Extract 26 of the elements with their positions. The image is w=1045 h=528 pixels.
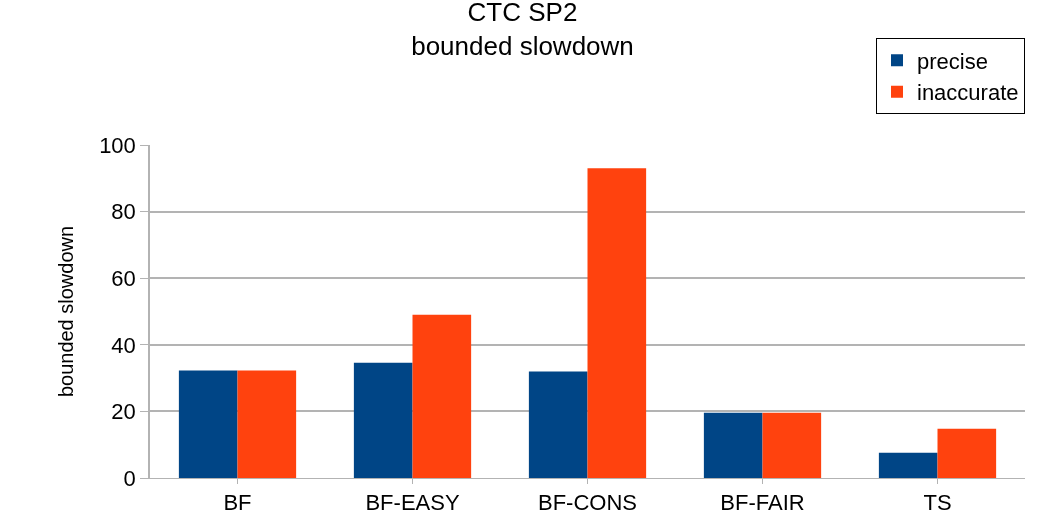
y-tick-label: 100 <box>99 132 136 158</box>
bar <box>412 314 472 478</box>
bar <box>937 428 997 478</box>
x-tick-label: BF <box>223 490 252 516</box>
x-tick-label: BF-FAIR <box>720 490 805 516</box>
y-tick-label: 20 <box>111 399 136 425</box>
legend-label: precise <box>917 48 988 74</box>
chart-title: CTC SP2 <box>467 0 578 28</box>
x-tick-label: BF-EASY <box>365 490 460 516</box>
bar <box>878 452 938 478</box>
y-tick-label: 80 <box>111 199 136 225</box>
bar <box>237 370 297 478</box>
y-axis-title: bounded slowdown <box>55 225 78 398</box>
bar <box>587 168 647 478</box>
chart-subtitle: bounded slowdown <box>411 30 634 61</box>
bar <box>353 362 413 478</box>
y-tick-label: 40 <box>111 332 136 358</box>
y-tick-label: 60 <box>111 265 136 291</box>
bar <box>178 370 238 478</box>
x-tick-label: TS <box>923 490 952 516</box>
y-tick-label: 0 <box>123 465 136 491</box>
bar <box>528 371 588 478</box>
bar <box>703 412 763 478</box>
legend-label: inaccurate <box>917 80 1019 106</box>
bar <box>762 412 822 478</box>
x-tick-label: BF-CONS <box>538 490 637 516</box>
